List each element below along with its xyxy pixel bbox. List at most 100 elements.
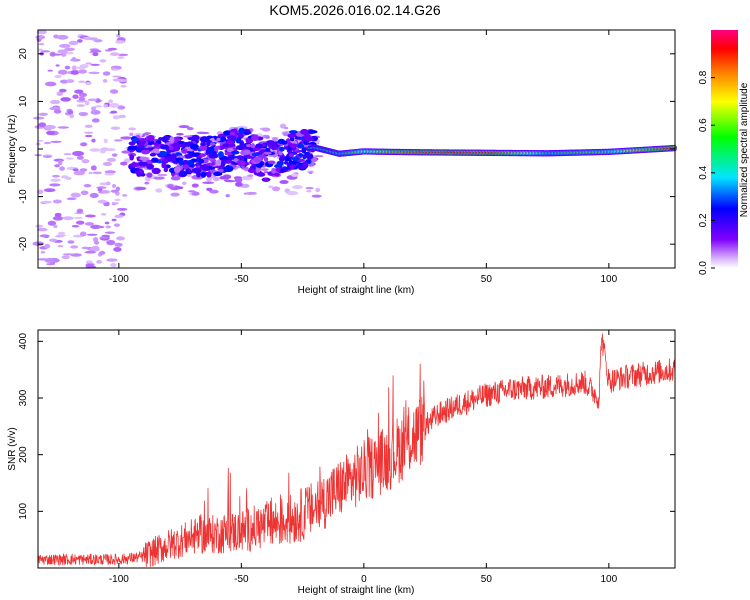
noise-cell: [202, 181, 215, 185]
signal-cell: [187, 169, 192, 174]
signal-cell: [255, 143, 264, 149]
signal-cell: [187, 137, 194, 141]
noise-cell: [54, 74, 62, 79]
signal-cell: [263, 177, 269, 182]
noise-cell: [110, 110, 118, 114]
signal-cell: [199, 136, 210, 143]
noise-cell: [97, 187, 103, 192]
signal-cell: [272, 137, 278, 142]
noise-cell: [49, 238, 58, 242]
signal-cell: [211, 150, 217, 156]
noise-cell: [78, 69, 87, 74]
x-tick-label: -100: [109, 574, 129, 585]
signal-cell: [199, 153, 206, 158]
x-tick-label: -50: [234, 274, 249, 285]
signal-cell: [226, 155, 235, 161]
colorbar-tick-label: 0.4: [698, 165, 709, 179]
noise-cell: [279, 123, 287, 129]
noise-cell: [121, 193, 128, 197]
noise-cell: [196, 131, 207, 134]
signal-cell: [265, 147, 271, 152]
signal-cell: [147, 134, 155, 142]
spectrogram-y-ticks: -20 -10 0 10 20: [18, 48, 675, 251]
signal-cell: [182, 164, 190, 169]
noise-cell: [65, 79, 75, 83]
signal-cell: [153, 142, 159, 146]
noise-cell: [306, 189, 312, 193]
noise-cell: [101, 189, 109, 194]
signal-cell: [200, 142, 206, 147]
noise-cell: [106, 258, 118, 262]
chart-title: KOM5.2026.016.02.14.G26: [269, 2, 440, 18]
y-tick-label: 20: [18, 48, 29, 60]
noise-cell: [129, 132, 134, 136]
y-tick-label: 10: [18, 95, 29, 107]
noise-cell: [128, 127, 137, 131]
noise-cell: [110, 126, 121, 130]
noise-cell: [183, 135, 194, 138]
signal-cell: [223, 165, 234, 173]
noise-cell: [315, 187, 321, 193]
signal-cell: [206, 162, 216, 166]
signal-cell: [229, 131, 236, 136]
signal-cell: [136, 172, 142, 177]
signal-cell: [128, 141, 136, 146]
signal-cell: [171, 153, 177, 160]
noise-cell: [40, 200, 53, 204]
noise-cell: [223, 179, 230, 182]
noise-cell: [57, 49, 68, 54]
noise-cell: [57, 244, 64, 248]
noise-cell: [85, 81, 92, 85]
noise-cell: [53, 224, 58, 229]
signal-cell: [239, 140, 245, 148]
signal-cell: [137, 138, 147, 142]
noise-cell: [284, 126, 289, 130]
noise-cell: [52, 199, 62, 204]
noise-cell: [234, 177, 243, 183]
noise-cell: [89, 192, 99, 199]
noise-cell: [100, 213, 107, 216]
colorbar-tick-label: 0.2: [698, 213, 709, 227]
signal-cell: [151, 157, 159, 163]
signal-cell: [206, 140, 211, 147]
noise-cell: [114, 198, 121, 202]
noise-cell: [47, 69, 53, 72]
snr-x-axis-label: Height of straight line (km): [298, 585, 415, 596]
signal-cell: [243, 149, 251, 155]
noise-cell: [62, 253, 75, 256]
signal-cell: [173, 166, 181, 173]
signal-cell: [129, 154, 135, 161]
noise-cell: [107, 47, 118, 51]
noise-cell: [181, 181, 187, 186]
signal-cell: [207, 148, 215, 153]
signal-cell: [267, 160, 276, 165]
signal-cell: [289, 164, 295, 170]
noise-cell: [212, 176, 220, 182]
signal-cell: [158, 150, 168, 157]
noise-cell: [44, 125, 56, 130]
noise-cell: [236, 165, 241, 169]
noise-cell: [88, 171, 93, 175]
noise-cell: [80, 142, 88, 147]
noise-cell: [90, 224, 102, 230]
y-tick-label: 100: [18, 503, 29, 520]
signal-cell: [146, 172, 153, 178]
signal-cell: [236, 155, 244, 160]
signal-cell: [289, 143, 298, 148]
signal-cell: [242, 131, 252, 135]
noise-cell: [205, 177, 211, 181]
noise-cell: [90, 63, 101, 66]
noise-cell: [114, 202, 119, 205]
noise-cell: [54, 212, 62, 217]
noise-cell: [246, 191, 257, 195]
noise-cell: [102, 71, 111, 76]
signal-cell: [283, 160, 289, 165]
noise-cell: [170, 176, 181, 181]
signal-cell: [166, 150, 172, 154]
noise-cell: [81, 246, 90, 250]
noise-cell: [51, 174, 60, 178]
noise-cell: [113, 223, 120, 227]
signal-cell: [196, 171, 201, 178]
signal-cell: [245, 137, 254, 144]
signal-cell: [216, 137, 221, 142]
